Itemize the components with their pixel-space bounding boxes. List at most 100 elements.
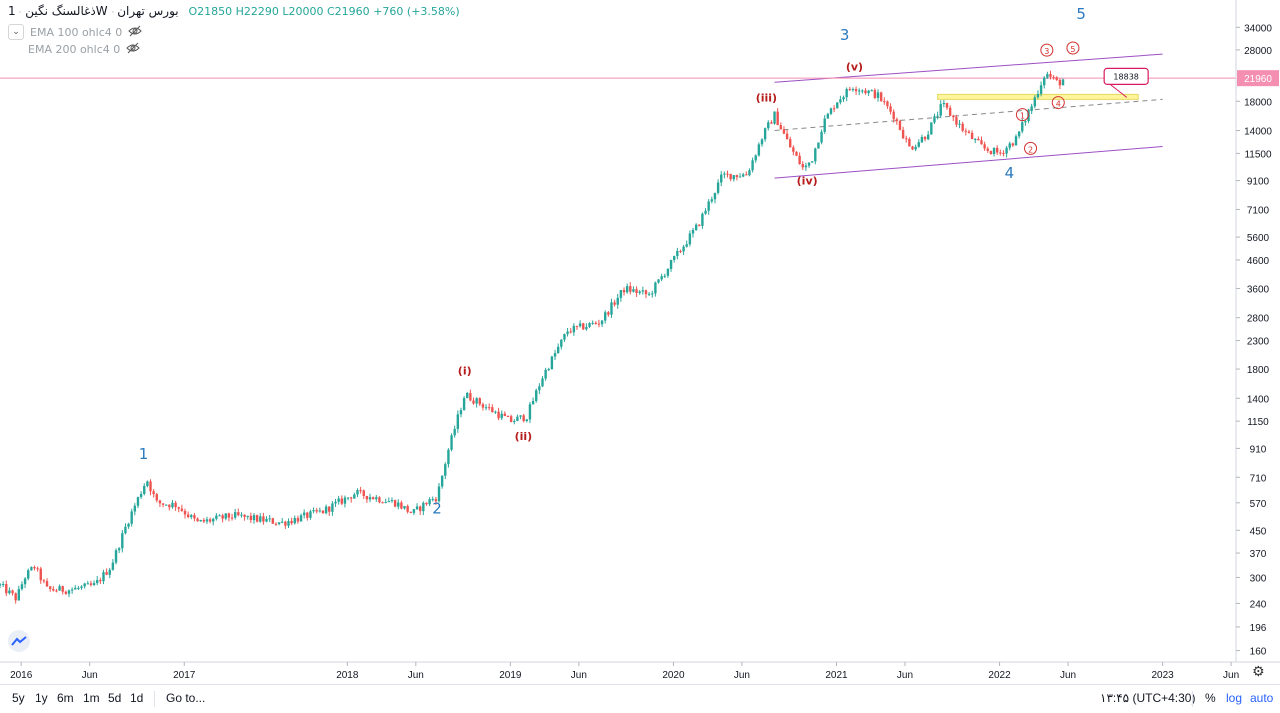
candle-body xyxy=(563,334,566,340)
wave-label: 3 xyxy=(840,26,850,44)
wave-circle-marker xyxy=(1066,41,1080,55)
candle-body xyxy=(842,97,845,100)
candle-body xyxy=(375,497,378,500)
range-1m-button[interactable]: 1m xyxy=(83,691,100,705)
candle-body xyxy=(672,256,676,260)
settings-gear-icon[interactable]: ⚙ xyxy=(1252,664,1265,680)
candle-body xyxy=(1017,131,1021,137)
wave-label: (i) xyxy=(458,364,472,377)
candle-body xyxy=(340,498,344,504)
chevron-down-icon[interactable]: ⌄ xyxy=(8,24,24,40)
candle-body xyxy=(1024,121,1027,123)
y-tick-label: 1400 xyxy=(1247,394,1270,405)
candle-body xyxy=(651,293,654,295)
range-1y-button[interactable]: 1y xyxy=(35,691,48,705)
indicator-ema-100[interactable]: ⌄ EMA 100 ohlc4 0 xyxy=(8,24,142,40)
candle-body xyxy=(826,113,830,119)
candle-body xyxy=(879,92,883,102)
candle-body xyxy=(814,148,817,162)
candle-body xyxy=(1043,77,1046,86)
candle-body xyxy=(851,89,855,91)
candle-body xyxy=(491,407,494,413)
auto-toggle[interactable]: auto xyxy=(1250,691,1274,705)
eye-hidden-icon[interactable] xyxy=(128,25,142,40)
wave-label: 2 xyxy=(1028,145,1033,154)
candle-body xyxy=(992,147,996,154)
candle-body xyxy=(252,515,256,521)
tradingview-logo-icon[interactable] xyxy=(8,630,30,652)
candle-body xyxy=(550,356,554,370)
x-tick-label: 2017 xyxy=(173,670,196,681)
axes: 160 196 240 300 370 450 570 710 910 1150 1400 1800 2… xyxy=(0,0,1280,681)
candle-body xyxy=(854,89,858,92)
candle-body xyxy=(365,495,369,500)
percent-toggle[interactable]: % xyxy=(1205,691,1216,705)
candle-body xyxy=(792,147,795,152)
candle-body xyxy=(694,224,698,230)
price-chart[interactable]: 1 2 (i) (ii) (iii) (iv) (v) 3 4 5 1 2 3 4 5 18838 160 19… xyxy=(0,0,1280,684)
candle-body xyxy=(368,497,372,500)
range-6m-button[interactable]: 6m xyxy=(57,691,74,705)
wave-circle-marker xyxy=(1015,108,1029,122)
candle-body xyxy=(1,584,5,586)
x-tick-label: 2020 xyxy=(662,670,685,681)
candle-body xyxy=(5,584,8,594)
candle-body xyxy=(215,515,218,519)
candle-body xyxy=(403,506,406,509)
candle-body xyxy=(74,587,77,590)
candle-body xyxy=(500,413,503,419)
candle-body xyxy=(1052,76,1055,78)
wave-label: 5 xyxy=(1076,5,1086,23)
wave-label: (v) xyxy=(846,60,863,73)
x-tick-label: 2016 xyxy=(10,670,33,681)
candle-body xyxy=(61,586,64,592)
candle-body xyxy=(11,590,14,594)
range-5y-button[interactable]: 5y xyxy=(12,691,25,705)
y-tick-label: 1800 xyxy=(1247,365,1270,376)
candle-body xyxy=(406,506,409,512)
candle-body xyxy=(820,131,823,143)
candle-body xyxy=(607,312,610,315)
candle-body xyxy=(171,502,174,508)
candle-body xyxy=(974,138,977,140)
candle-body xyxy=(315,510,318,512)
callout-target-label: 18838 xyxy=(1113,72,1138,81)
eye-hidden-icon[interactable] xyxy=(126,42,140,57)
candle-body xyxy=(754,155,757,161)
log-toggle[interactable]: log xyxy=(1226,691,1243,705)
candle-body xyxy=(591,322,594,324)
interval-label[interactable]: 1W xyxy=(8,4,108,18)
candle-body xyxy=(911,146,914,150)
candle-body xyxy=(892,111,895,120)
wave-labels: 1 2 (i) (ii) (iii) (iv) (v) 3 4 5 1 2 3 4 5 18838 xyxy=(139,5,1149,517)
wave-label: 4 xyxy=(1005,164,1015,182)
candle-body xyxy=(1005,147,1008,154)
candle-body xyxy=(908,138,911,147)
candle-body xyxy=(779,125,783,130)
candle-body xyxy=(42,580,46,582)
timezone-label[interactable]: ۱۳:۴۵ (UTC+4:30) xyxy=(1100,691,1196,705)
range-5d-button[interactable]: 5d xyxy=(108,691,122,705)
indicator-ema-200[interactable]: EMA 200 ohlc4 0 xyxy=(28,42,140,57)
candle-body xyxy=(676,250,679,257)
candle-body xyxy=(594,322,597,324)
candle-body xyxy=(230,517,234,519)
candle-body xyxy=(193,515,196,519)
candle-body xyxy=(861,90,864,92)
range-1d-button[interactable]: 1d xyxy=(130,691,144,705)
x-tick-label: Jun xyxy=(408,670,424,681)
candle-body xyxy=(487,407,491,409)
y-tick-label: 2300 xyxy=(1247,337,1270,348)
candle-body xyxy=(506,416,510,418)
candle-body xyxy=(1049,74,1052,77)
candle-body xyxy=(384,502,387,504)
candle-body xyxy=(713,192,717,200)
wave-label: 1 xyxy=(1020,112,1025,121)
toolbar-divider xyxy=(154,691,155,707)
symbol-name[interactable]: ذغالسنگ نگین xyxy=(25,4,96,18)
goto-button[interactable]: Go to... xyxy=(166,691,206,705)
candle-body xyxy=(180,508,184,511)
candle-body xyxy=(205,519,209,522)
candle-body xyxy=(528,404,532,420)
candle-body xyxy=(221,515,224,519)
